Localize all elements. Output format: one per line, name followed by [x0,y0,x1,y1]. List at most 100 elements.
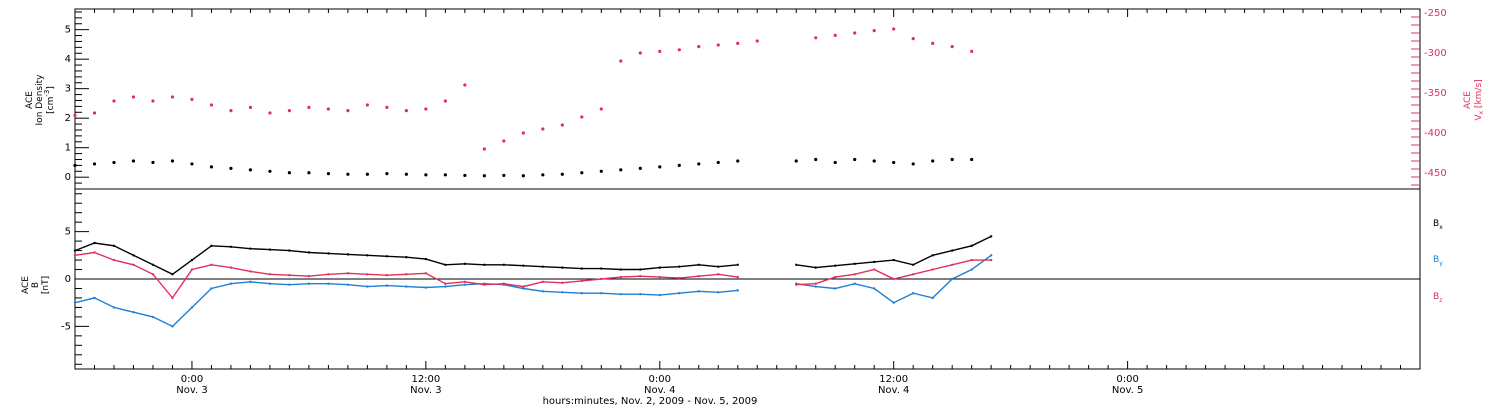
series-bx-point [678,265,681,268]
ion-density-point [697,162,701,166]
series-by-point [210,287,213,290]
series-by-point [892,301,895,304]
ion-density-point [892,160,896,165]
series-bx-point [541,265,545,268]
vx-point [463,83,467,87]
time-tick-label: 12:00 [411,374,440,385]
series-by-point [989,254,993,257]
ion-density-point [814,157,818,162]
vx-point [580,115,584,119]
series-by-point [658,293,661,297]
density-tick-label: 5 [65,25,71,36]
series-by-point [736,289,739,292]
series-bx-point [366,254,369,257]
series-bx-point [580,267,584,270]
vx-point [521,131,525,135]
ion-density-point [502,173,506,178]
density-label-quantity: Ion Density [35,74,45,126]
series-by-point [834,287,837,290]
ion-density-point [970,157,974,162]
ion-density-point [365,172,369,176]
series-bz-point [950,263,954,266]
series-bz-point [307,274,311,278]
legend-by: By [1433,255,1443,267]
series-bx-point [405,256,408,259]
series-by-point [288,283,291,286]
series-bx-point [639,268,642,271]
ion-density-point [229,166,233,170]
vx-point [872,29,876,33]
vx-point [287,109,292,113]
date-tick-label: Nov. 5 [1112,385,1143,396]
series-bx-point [892,258,895,262]
series-bx-point [132,254,135,257]
vx-point [326,107,331,111]
field-tick-label: 5 [65,227,71,238]
field-axis-label: ACE B [nT] [21,276,51,294]
ion-density-point [443,173,447,177]
vx-point [911,37,915,41]
series-bx-point [463,262,467,266]
series-bz-point [210,263,213,266]
series-bz-point [873,268,876,271]
series-by-point [132,310,135,314]
vx-series [73,27,974,151]
series-bx-point [346,253,350,256]
series-bx-point [327,252,330,255]
vx-label-quantity: Vx [km/s] [1474,79,1485,120]
series-bz-point [931,268,934,271]
vx-tick-label: -450 [1424,168,1447,179]
series-bz-point [151,273,155,276]
vx-point [424,107,428,111]
series-by-point [717,291,720,294]
ion-density-point [209,165,214,169]
series-bx-point [171,273,174,276]
series-bz-point [73,254,77,257]
ion-density-point [638,166,642,170]
ion-density-point [833,160,837,165]
series-bz-point [834,275,837,279]
series-by-point [911,292,915,295]
series-bz-point [814,282,817,285]
ion-density-point [73,163,77,167]
series-bz-point [190,268,194,271]
series-bx-point [502,263,506,266]
vx-point [229,109,233,113]
series-by-point [346,283,350,286]
vx-label-sub: x [1478,111,1485,115]
series-by-point [853,282,856,285]
vx-point [73,113,77,117]
time-tick-label: 0:00 [649,374,671,385]
series-bz-point [970,258,973,262]
series-by-point [697,290,700,293]
series-bz-line [74,251,992,300]
vx-point [365,103,369,107]
vx-point [736,41,740,46]
series-bx-point [853,262,856,266]
series-bx-point [873,260,876,264]
vx-point [307,105,311,109]
date-tick-label: Nov. 4 [644,385,675,396]
series-bz-point [795,283,798,286]
series-by-point [190,306,194,309]
top-panel: 0 1 2 3 4 5 -450 -400 -350 -300 -250 ACE Ion Dens… [25,8,1485,190]
vx-point [619,59,623,63]
series-bz-point [619,275,622,279]
density-tick-label: 1 [65,143,71,154]
series-bx-point [288,249,291,252]
series-by-point [639,292,642,296]
vx-point [677,48,681,52]
ion-density-point [248,168,253,172]
ion-density-point [190,162,194,166]
series-by-point [307,282,311,285]
series-bx-point [190,258,194,262]
series-bx-point [444,263,447,266]
series-by-point [522,287,525,290]
vx-point [814,36,818,40]
series-by-point [931,296,934,300]
series-bx-point [736,263,739,266]
vx-label-source: ACE [1463,91,1473,109]
series-by-point [73,301,77,304]
legend-bx-sub: x [1439,224,1443,231]
vx-point [443,99,447,103]
